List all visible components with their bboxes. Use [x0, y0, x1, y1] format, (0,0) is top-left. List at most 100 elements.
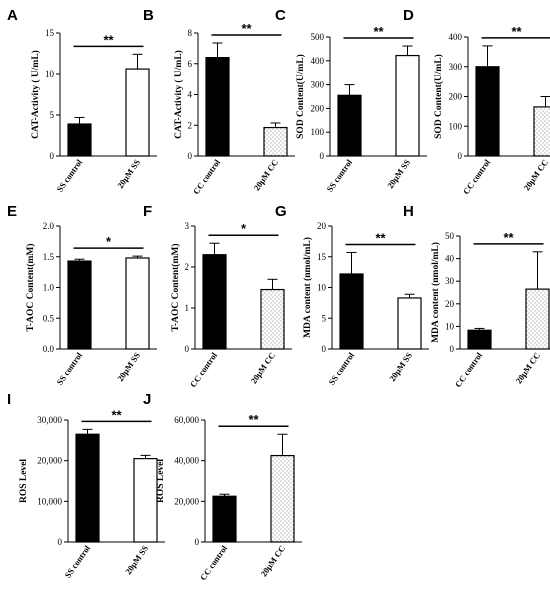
bar-control	[67, 123, 92, 157]
y-tick-label: 500	[311, 32, 325, 42]
y-tick-label: 0.0	[43, 344, 55, 354]
significance-label: **	[103, 32, 114, 47]
panel-letter: J	[143, 391, 151, 408]
x-tick-label: CC control	[461, 157, 493, 196]
y-tick-label: 1	[185, 303, 190, 313]
y-axis-label: MDA content (nmol/mL)	[430, 242, 441, 343]
y-tick-label: 20,000	[174, 496, 199, 506]
y-tick-label: 2.0	[43, 221, 55, 231]
y-tick-label: 60,000	[174, 415, 199, 425]
x-tick-label: 20μM CC	[521, 157, 550, 192]
bar-treatment	[263, 126, 288, 157]
y-tick-label: 40	[445, 254, 455, 264]
x-tick-label: 20μM CC	[513, 350, 542, 385]
y-tick-label: 100	[449, 121, 463, 131]
significance-label: **	[503, 230, 514, 245]
y-tick-label: 0.5	[43, 313, 55, 323]
panel-letter: E	[7, 203, 17, 220]
bar-control	[205, 56, 230, 157]
bar-control	[75, 433, 100, 543]
y-axis-label: SOD Content(U/mL)	[433, 54, 444, 139]
significance-label: **	[111, 407, 122, 422]
panel-letter: G	[275, 203, 287, 220]
y-tick-label: 0	[458, 151, 463, 161]
x-tick-label: CC control	[191, 157, 223, 196]
bar-treatment	[533, 106, 550, 157]
y-tick-label: 15	[45, 28, 55, 38]
y-axis-label: T-AOC Content(mM)	[170, 243, 181, 331]
bar-control	[212, 495, 237, 543]
y-axis-label: CAT-Activity ( U/mL)	[173, 50, 184, 139]
x-tick-label: CC control	[188, 350, 220, 389]
y-tick-label: 10,000	[37, 496, 62, 506]
panel-h: H 0 10 20 30 40 50 MDA content (nmol/mL) CC cont…	[403, 203, 550, 389]
y-axis-label: T-AOC Content(mM)	[25, 243, 36, 331]
bar-treatment	[133, 458, 158, 543]
panel-j: J 0 20,000 40,000 60,000 ROS Level CC control 2…	[143, 391, 302, 582]
y-tick-label: 0	[188, 151, 193, 161]
y-tick-label: 5	[322, 313, 327, 323]
bar-treatment	[525, 288, 550, 350]
y-tick-label: 30,000	[37, 415, 62, 425]
panel-letter: D	[403, 7, 414, 24]
y-tick-label: 300	[449, 62, 463, 72]
y-tick-label: 3	[185, 221, 190, 231]
x-tick-label: SS control	[324, 157, 354, 194]
x-tick-label: SS control	[54, 350, 84, 387]
panel-g: G 0 5 10 15 20 MDA content (nmol/mL) SS control…	[275, 203, 429, 387]
y-axis-label: ROS Level	[156, 459, 166, 503]
y-tick-label: 8	[188, 28, 193, 38]
x-tick-label: SS control	[54, 157, 84, 194]
y-tick-label: 2	[185, 262, 190, 272]
y-tick-label: 1.0	[43, 283, 55, 293]
y-axis-label: CAT-Activity ( U/mL)	[30, 50, 41, 139]
x-tick-label: 20μM CC	[251, 157, 280, 192]
significance-label: *	[241, 221, 247, 236]
y-tick-label: 0	[320, 151, 325, 161]
panel-i: I 0 10,000 20,000 30,000 ROS Level SS control 2…	[7, 391, 165, 580]
y-tick-label: 30	[445, 276, 455, 286]
y-tick-label: 0	[322, 344, 327, 354]
x-tick-label: 20μM SS	[115, 350, 142, 383]
significance-label: **	[248, 412, 259, 427]
y-tick-label: 20,000	[37, 456, 62, 466]
panel-letter: I	[7, 391, 11, 408]
y-tick-label: 400	[449, 32, 463, 42]
panel-b: B 0 2 4 6 8 CAT-Activity ( U/mL) CC control 20μM…	[143, 7, 295, 196]
panel-letter: C	[275, 7, 286, 24]
panel-letter: B	[143, 7, 154, 24]
y-tick-label: 10	[445, 321, 455, 331]
y-tick-label: 300	[311, 80, 325, 90]
y-tick-label: 1.5	[43, 252, 55, 262]
significance-label: **	[241, 21, 252, 36]
y-axis-label: MDA content (nmol/mL)	[302, 237, 313, 338]
bar-control	[67, 260, 92, 350]
y-tick-label: 200	[311, 103, 325, 113]
bar-treatment	[395, 54, 420, 157]
bar-treatment	[397, 297, 422, 350]
bar-control	[202, 254, 227, 350]
panel-letter: F	[143, 203, 152, 220]
x-tick-label: 20μM CC	[258, 543, 287, 578]
y-tick-label: 40,000	[174, 456, 199, 466]
y-tick-label: 6	[188, 59, 193, 69]
panel-a: A 0 5 10 15 CAT-Activity ( U/mL) SS control 20μ…	[7, 7, 157, 194]
y-tick-label: 20	[317, 221, 327, 231]
x-tick-label: 20μM SS	[115, 157, 142, 190]
bar-control	[475, 66, 500, 157]
bar-control	[337, 94, 362, 157]
x-tick-label: SS control	[62, 543, 92, 580]
x-tick-label: 20μM SS	[123, 543, 150, 576]
significance-label: **	[373, 24, 384, 39]
bar-treatment	[260, 288, 285, 350]
significance-label: **	[511, 24, 522, 39]
x-tick-label: CC control	[198, 543, 230, 582]
x-tick-label: 20μM SS	[387, 350, 414, 383]
bar-control	[339, 273, 364, 350]
x-tick-label: 20μM SS	[385, 157, 412, 190]
y-tick-label: 0	[185, 344, 190, 354]
y-tick-label: 2	[188, 120, 193, 130]
y-tick-label: 0	[58, 537, 63, 547]
y-axis-label: ROS Level	[19, 459, 29, 503]
